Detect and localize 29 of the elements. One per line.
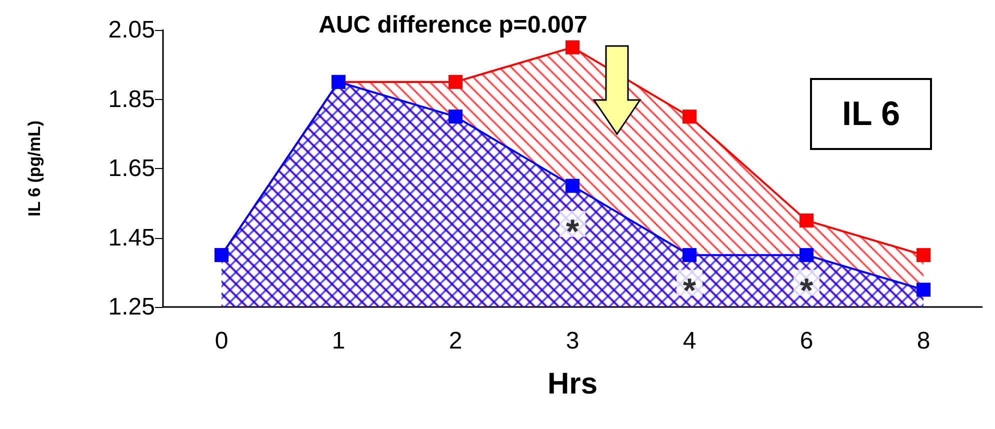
- x-axis-title: Hrs: [547, 368, 598, 400]
- annotation: IL 6: [842, 95, 900, 133]
- point: [566, 40, 580, 54]
- point: [916, 282, 930, 297]
- annotation: *: [682, 272, 697, 310]
- point: [682, 248, 696, 262]
- y-tick-label: 1.85: [108, 86, 155, 113]
- point: [448, 110, 462, 124]
- y-axis-title: IL 6 (pg/mL): [25, 120, 44, 217]
- point: [916, 248, 930, 262]
- x-tick-label: 6: [800, 328, 814, 354]
- y-tick-label: 1.25: [108, 294, 155, 320]
- point: [800, 248, 814, 262]
- x-tick-label: 1: [332, 328, 346, 354]
- x-tick-label: 8: [916, 328, 930, 354]
- point: [682, 110, 696, 124]
- chart-title: AUC difference p=0.007: [318, 12, 588, 38]
- annotation: *: [566, 212, 580, 251]
- y-tick-label: 1.45: [108, 224, 155, 252]
- y-tick-label: 1.65: [108, 155, 155, 182]
- x-tick-label: 4: [682, 328, 696, 354]
- y-tick-label: 2.05: [108, 16, 155, 44]
- point: [448, 74, 462, 89]
- point: [800, 213, 814, 228]
- annotation: *: [800, 272, 814, 310]
- x-tick-label: 0: [214, 328, 228, 354]
- x-tick-label: 2: [448, 328, 462, 354]
- x-tick-label: 3: [566, 328, 580, 354]
- point: [566, 178, 580, 193]
